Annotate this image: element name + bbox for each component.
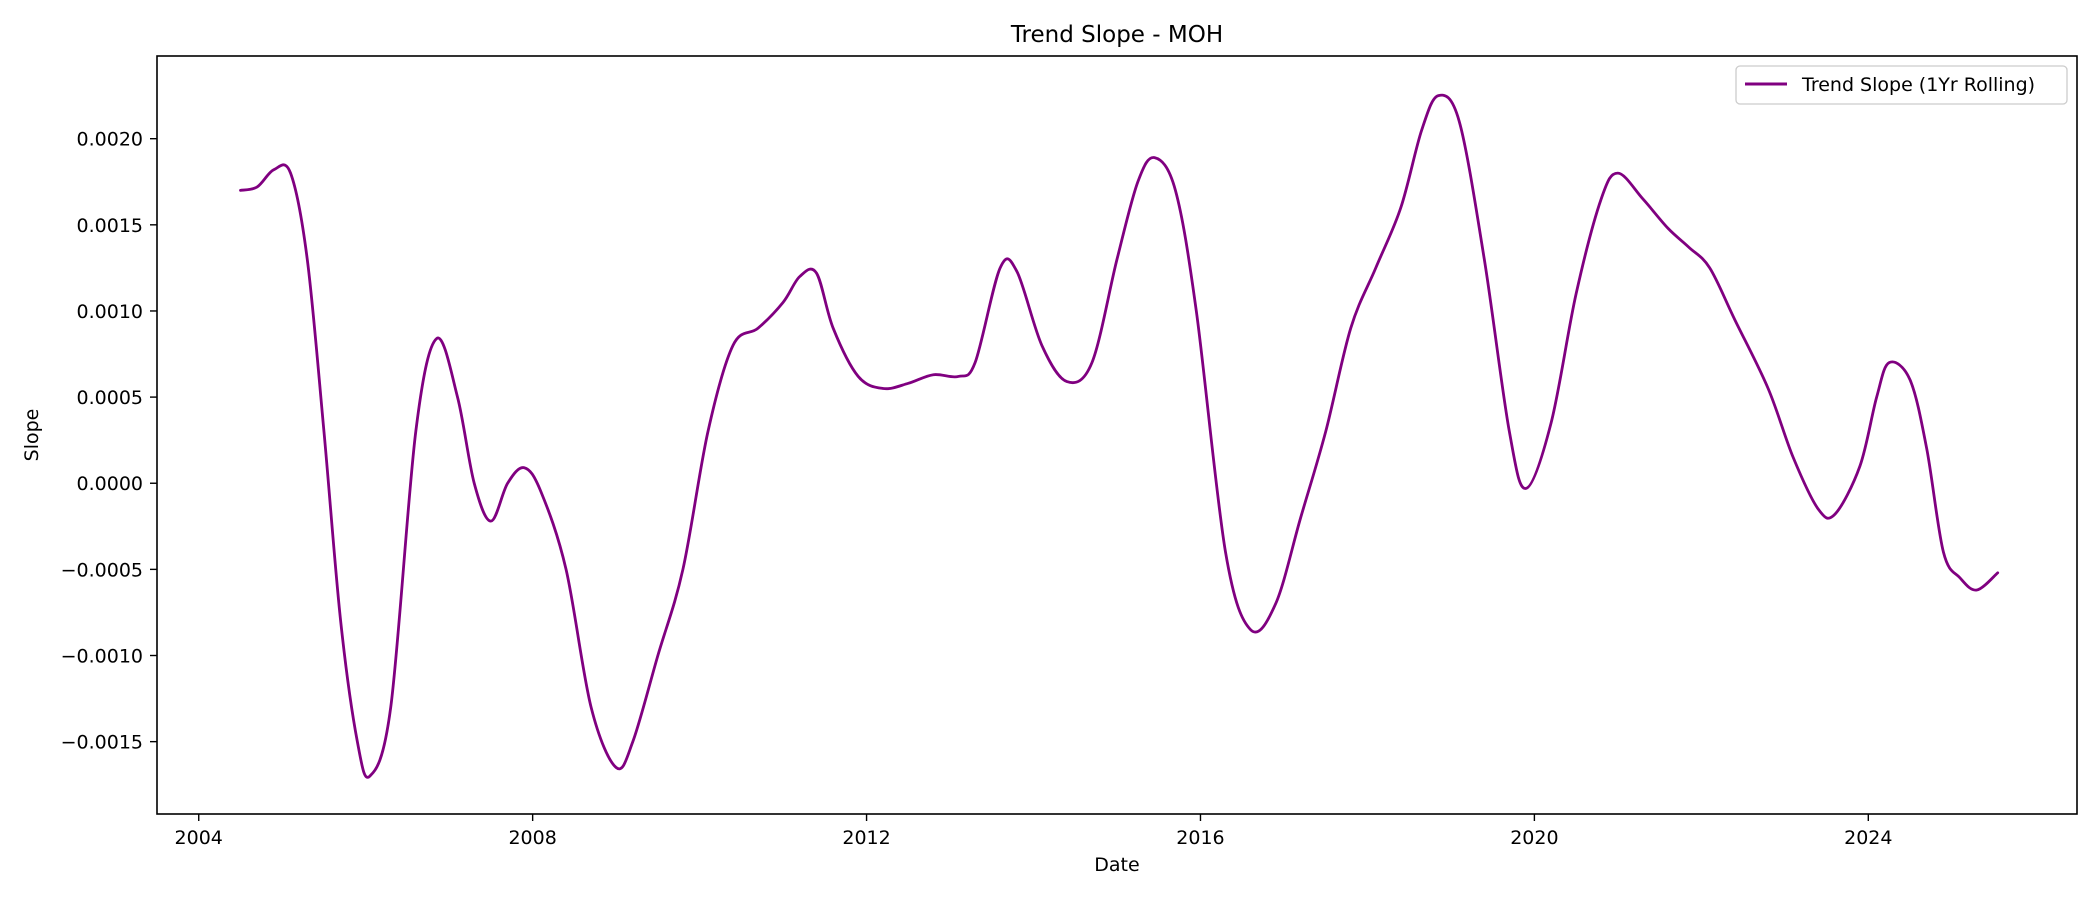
chart-legend: Trend Slope (1Yr Rolling) [1735, 65, 2068, 105]
chart-title: Trend Slope - MOH [1010, 22, 1223, 48]
x-tick-label: 2020 [1510, 827, 1558, 849]
y-tick-label: 0.0000 [77, 473, 143, 495]
y-tick-label: −0.0015 [61, 732, 143, 754]
x-axis-label: Date [1094, 854, 1139, 876]
plot-area-frame [156, 55, 2078, 815]
y-tick-label: −0.0005 [61, 559, 143, 581]
x-tick-label: 2004 [175, 827, 223, 849]
x-tick-label: 2016 [1176, 827, 1224, 849]
x-tick-label: 2008 [508, 827, 556, 849]
x-tick-label: 2012 [842, 827, 890, 849]
y-tick-label: 0.0020 [77, 129, 143, 151]
y-axis-label: Slope [21, 409, 43, 462]
legend-label: Trend Slope (1Yr Rolling) [1801, 74, 2035, 96]
y-tick-label: 0.0015 [77, 215, 143, 237]
legend-box [1735, 65, 2068, 105]
y-tick-label: −0.0010 [61, 646, 143, 668]
series-line-0 [239, 93, 2000, 779]
y-tick-label: 0.0010 [77, 301, 143, 323]
x-tick-label: 2024 [1844, 827, 1892, 849]
y-tick-label: 0.0005 [77, 387, 143, 409]
